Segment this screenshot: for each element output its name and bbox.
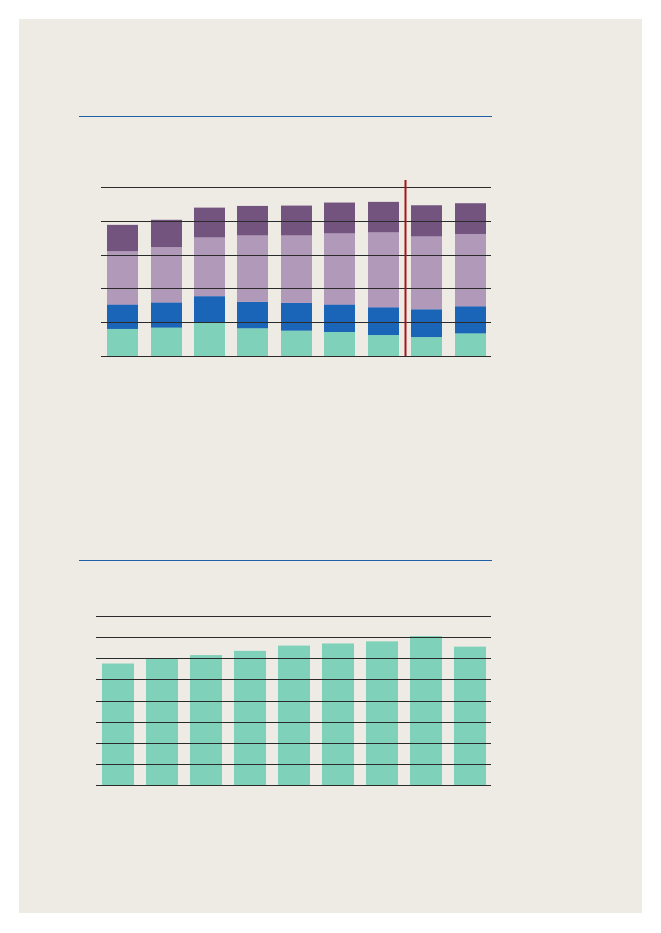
- chart1-top-rule: [79, 116, 492, 117]
- bar-segment-s4-c2: [151, 219, 182, 248]
- bar-segment-s2-c2: [151, 302, 182, 328]
- bar-segment-s3-c5: [281, 235, 312, 303]
- bar-segment-s1-c5: [281, 330, 312, 356]
- bar-segment-s3-c4: [237, 235, 268, 302]
- bar-segment-s4-c4: [237, 205, 268, 236]
- bar-segment-s2-c9: [455, 306, 486, 334]
- bar-c6: [322, 643, 354, 785]
- bar-segment-s3-c7: [368, 232, 399, 308]
- bar-c8: [410, 636, 442, 785]
- bar-c4: [234, 650, 266, 785]
- bar-c3: [190, 655, 222, 785]
- bar-segment-s3-c1: [107, 251, 138, 305]
- bar-segment-s3-c2: [151, 247, 182, 303]
- bar-segment-s3-c3: [194, 237, 225, 297]
- bar-segment-s3-c8: [411, 236, 442, 310]
- bar-segment-s1-c2: [151, 327, 182, 356]
- bar-segment-s2-c3: [194, 296, 225, 323]
- bar-segment-s3-c9: [455, 233, 486, 307]
- bar-segment-s1-c7: [368, 335, 399, 356]
- bar-segment-s2-c5: [281, 302, 312, 331]
- bar-segment-s2-c1: [107, 304, 138, 329]
- bar-segment-s1-c4: [237, 328, 268, 356]
- bar-c5: [278, 645, 310, 785]
- bar-c1: [102, 663, 134, 785]
- bar-segment-s2-c4: [237, 301, 268, 329]
- bar-segment-s4-c3: [194, 207, 225, 238]
- chart2-top-rule: [79, 560, 492, 561]
- bar-segment-s4-c6: [324, 202, 355, 234]
- bar-segment-s4-c7: [368, 201, 399, 233]
- bar-segment-s1-c8: [411, 337, 442, 356]
- bar-segment-s4-c8: [411, 205, 442, 237]
- bar-segment-s4-c9: [455, 203, 486, 234]
- bar-segment-s3-c6: [324, 233, 355, 305]
- bar-c2: [146, 658, 178, 785]
- bar-segment-s2-c7: [368, 307, 399, 336]
- bar-segment-s2-c6: [324, 304, 355, 333]
- bar-segment-s2-c8: [411, 309, 442, 338]
- bar-c7: [366, 641, 398, 785]
- bar-segment-s1-c9: [455, 333, 486, 356]
- bar-c9: [454, 646, 486, 785]
- bar-segment-s1-c3: [194, 322, 225, 356]
- bar-segment-s4-c5: [281, 205, 312, 236]
- bar-segment-s4-c1: [107, 224, 138, 252]
- bar-segment-s1-c1: [107, 328, 138, 356]
- bar-segment-s1-c6: [324, 332, 355, 356]
